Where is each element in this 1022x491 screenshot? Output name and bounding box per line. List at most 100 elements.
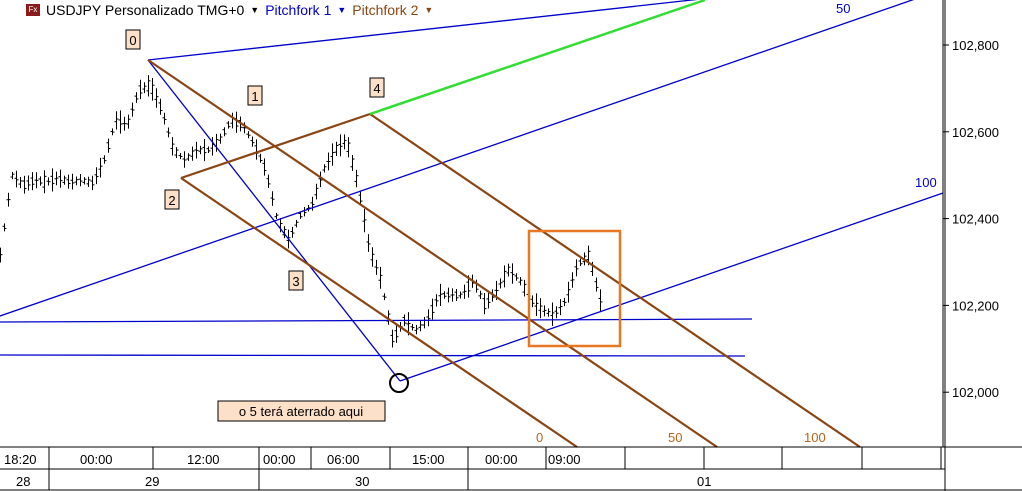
price-bar <box>62 175 67 185</box>
price-bar <box>566 281 571 303</box>
fork1-upper-line <box>147 0 698 61</box>
time-tick-label: 06:00 <box>327 452 360 467</box>
price-bar <box>418 321 423 332</box>
dropdown-icon[interactable]: ▼ <box>250 5 260 15</box>
fork2-label-50: 50 <box>668 430 682 445</box>
price-bar <box>30 172 35 191</box>
price-bar <box>142 82 147 94</box>
price-bar <box>46 177 51 186</box>
pivot-text: 2 <box>168 193 175 208</box>
fork1-label-50: 50 <box>836 1 850 16</box>
price-bar <box>434 294 439 307</box>
dropdown-icon[interactable]: ▼ <box>424 5 434 15</box>
price-bar <box>554 306 559 319</box>
price-bar <box>334 141 339 156</box>
price-axis <box>942 0 946 491</box>
fork2-line-50 <box>147 59 718 448</box>
price-bar <box>374 259 379 275</box>
date-tick-label: 01 <box>697 474 711 489</box>
fork2-label-100: 100 <box>804 430 826 445</box>
annotation-text: o 5 terá aterrado aqui <box>239 404 363 419</box>
price-bar <box>174 147 179 158</box>
time-tick-label: 15:00 <box>412 452 445 467</box>
dropdown-icon[interactable]: ▼ <box>337 5 347 15</box>
price-bar <box>346 137 351 158</box>
price-bar <box>254 139 259 160</box>
price-bar <box>338 134 343 157</box>
price-bar <box>578 258 583 267</box>
time-axis <box>0 446 1022 491</box>
price-bar <box>126 114 131 129</box>
fork1-lower-line <box>399 192 944 382</box>
pivot-label-3: 3 <box>288 270 304 291</box>
price-bar <box>70 173 75 190</box>
time-tick-label: 00:00 <box>80 452 113 467</box>
price-bar <box>390 329 395 348</box>
price-bar <box>430 298 435 320</box>
price-bar <box>194 141 199 159</box>
price-bar <box>78 173 83 187</box>
price-bar <box>122 116 127 131</box>
study-pitchfork-2[interactable]: Pitchfork 2 <box>352 2 419 18</box>
price-bar <box>570 272 575 288</box>
price-bar <box>258 153 263 163</box>
price-bar <box>154 88 159 108</box>
horizontal-line <box>0 318 753 323</box>
price-bar <box>294 220 299 228</box>
time-tick-label: 00:00 <box>485 452 518 467</box>
price-bar <box>110 128 115 136</box>
price-bar <box>322 164 327 173</box>
price-bar <box>394 324 399 343</box>
price-bar <box>74 176 79 186</box>
chart-header: Fx USDJPY Personalizado TMG+0 ▼ Pitchfor… <box>26 2 433 18</box>
price-bar <box>86 176 91 188</box>
price-bar <box>90 175 95 191</box>
study-pitchfork-1[interactable]: Pitchfork 1 <box>265 2 332 18</box>
price-bar <box>478 290 483 300</box>
highlight-box <box>527 229 622 348</box>
date-tick-label: 30 <box>355 474 369 489</box>
symbol-label[interactable]: USDJPY Personalizado TMG+0 <box>46 2 245 18</box>
price-bar <box>66 174 71 189</box>
price-bar <box>506 263 511 277</box>
price-bar <box>354 169 359 188</box>
price-bar <box>426 309 431 327</box>
price-bar <box>246 131 251 139</box>
price-bar <box>462 284 467 299</box>
price-bar <box>330 143 335 166</box>
price-bar <box>274 212 279 219</box>
annotation-box <box>217 400 386 422</box>
price-bar <box>54 171 59 186</box>
y-tick-label: 102,600 <box>952 125 999 140</box>
price-bar <box>178 152 183 160</box>
price-bar <box>382 293 387 301</box>
price-bar <box>438 283 443 307</box>
price-bar <box>82 177 87 185</box>
price-bar <box>26 175 31 191</box>
price-bar <box>358 191 363 206</box>
price-bar <box>198 145 203 155</box>
price-bar <box>202 138 207 162</box>
price-bar <box>298 211 303 219</box>
green-extension-line <box>369 0 706 116</box>
fork2-line-100 <box>369 113 861 448</box>
price-bar <box>502 265 507 288</box>
price-bar <box>266 174 271 188</box>
price-bar <box>0 247 3 263</box>
price-bar <box>450 288 455 302</box>
price-bar <box>270 191 275 206</box>
fx-icon: Fx <box>26 4 40 16</box>
price-bar <box>166 127 171 138</box>
price-bar <box>498 278 503 289</box>
fork1-handle <box>147 59 401 382</box>
pitchfork-1 <box>0 0 944 382</box>
price-bar <box>410 323 415 331</box>
price-bar <box>22 175 27 194</box>
price-bar <box>362 208 367 233</box>
price-bar <box>414 324 419 335</box>
price-bar <box>114 111 119 130</box>
price-bar <box>558 299 563 316</box>
price-bar <box>538 298 543 319</box>
price-bar <box>2 223 7 232</box>
